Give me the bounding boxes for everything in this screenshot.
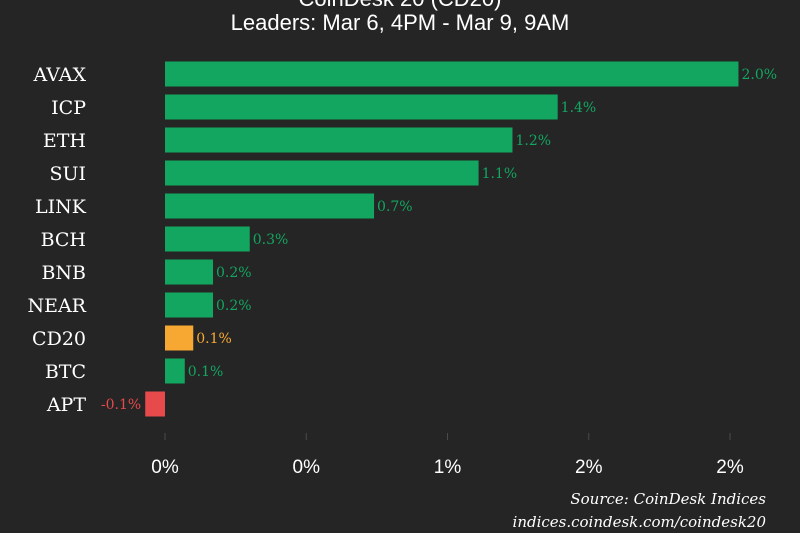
source-line-2: indices.coindesk.com/coindesk20 bbox=[513, 513, 767, 531]
bar-near bbox=[165, 292, 214, 318]
category-label: APT bbox=[46, 394, 87, 416]
category-label: BCH bbox=[41, 229, 86, 251]
x-tick-label: 0% bbox=[151, 457, 179, 478]
value-label: 2.0% bbox=[741, 67, 777, 83]
value-label: 1.2% bbox=[515, 133, 551, 149]
bar-bch bbox=[165, 226, 250, 252]
x-tick-label: 1% bbox=[434, 457, 462, 478]
category-labels: AVAX ICP ETH SUI LINK BCH BNB NEAR CD20 BTC APT bbox=[27, 64, 86, 416]
value-label: 0.2% bbox=[216, 265, 252, 281]
bar-btc bbox=[165, 358, 185, 384]
value-label: 1.4% bbox=[561, 100, 597, 116]
bar-avax bbox=[165, 61, 739, 87]
value-label: 0.7% bbox=[377, 199, 413, 215]
bar-apt bbox=[145, 391, 165, 417]
x-tick-label: 0% bbox=[293, 457, 321, 478]
x-tick-label: 2% bbox=[716, 457, 744, 478]
bar-bnb bbox=[165, 259, 214, 285]
bar-eth bbox=[165, 127, 513, 153]
value-label: 0.3% bbox=[253, 232, 289, 248]
value-label: 0.1% bbox=[196, 331, 232, 347]
bars bbox=[145, 61, 739, 417]
value-labels: 2.0% 1.4% 1.2% 1.1% 0.7% 0.3% 0.2% 0.2% 0.1% 0.1%… bbox=[101, 67, 777, 413]
chart-title: CoinDesk 20 (CD20) bbox=[299, 0, 502, 11]
x-tick-label: 2% bbox=[575, 457, 603, 478]
value-label: -0.1% bbox=[101, 397, 141, 413]
category-label: NEAR bbox=[27, 295, 86, 317]
chart-header: CoinDesk 20 (CD20) Leaders: Mar 6, 4PM -… bbox=[231, 0, 570, 35]
category-label: BNB bbox=[41, 262, 86, 284]
source-note: Source: CoinDesk Indices indices.coindes… bbox=[513, 490, 767, 531]
category-label: BTC bbox=[45, 361, 86, 383]
category-label: SUI bbox=[49, 163, 86, 185]
bar-cd20 bbox=[165, 325, 194, 351]
value-label: 0.1% bbox=[188, 364, 224, 380]
x-axis-ticks bbox=[164, 433, 731, 440]
category-label: ICP bbox=[51, 97, 86, 119]
source-line-1: Source: CoinDesk Indices bbox=[570, 490, 766, 508]
chart-subtitle: Leaders: Mar 6, 4PM - Mar 9, 9AM bbox=[231, 10, 570, 35]
bar-sui bbox=[165, 160, 479, 186]
bar-icp bbox=[165, 94, 558, 120]
category-label: ETH bbox=[43, 130, 86, 152]
bar-link bbox=[165, 193, 375, 219]
category-label: AVAX bbox=[33, 64, 87, 86]
value-label: 1.1% bbox=[482, 166, 518, 182]
x-axis-tick-labels: 0% 0% 1% 2% 2% bbox=[151, 457, 744, 478]
value-label: 0.2% bbox=[216, 298, 252, 314]
category-label: CD20 bbox=[32, 328, 86, 350]
category-label: LINK bbox=[35, 196, 87, 218]
